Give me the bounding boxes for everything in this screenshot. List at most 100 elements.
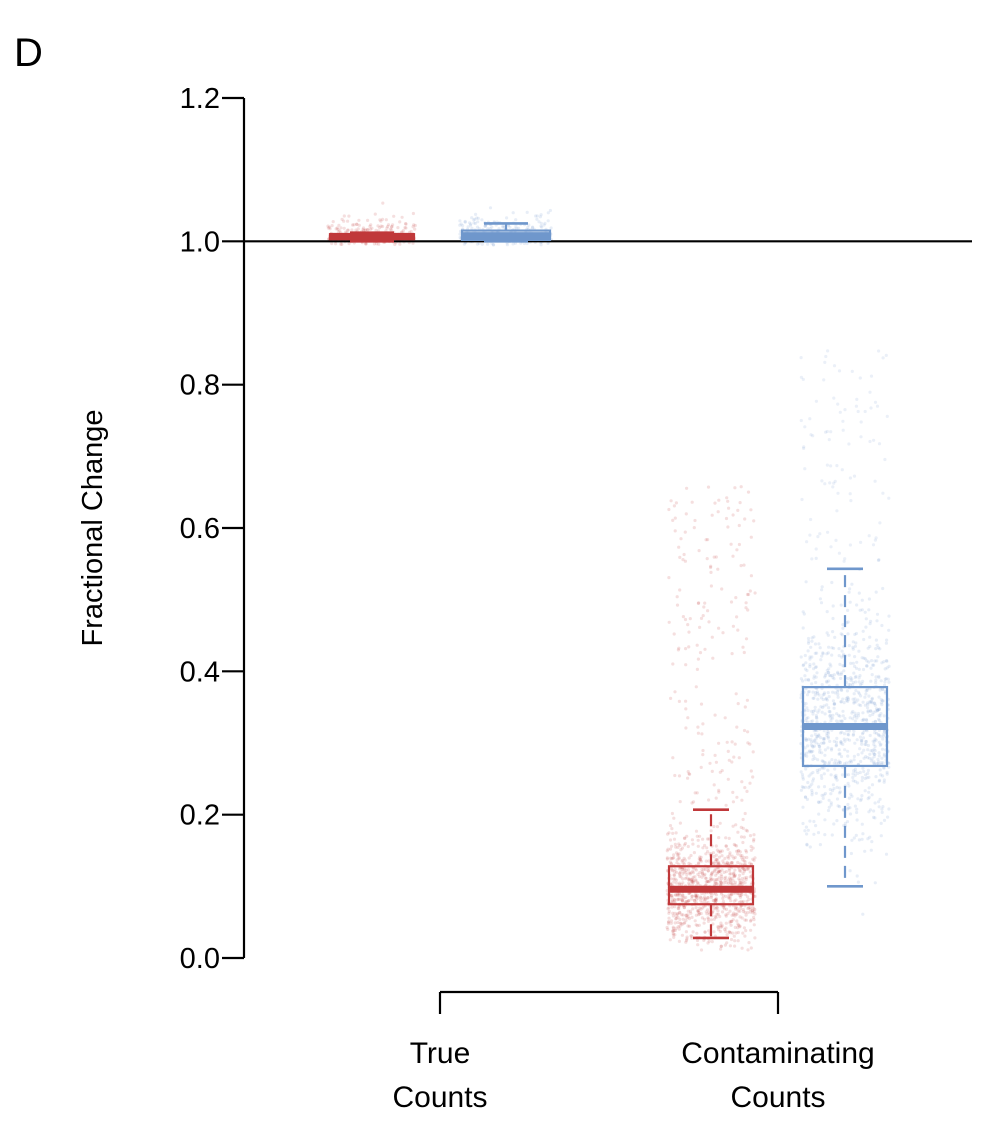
- jitter-point: [846, 677, 850, 681]
- jitter-point: [742, 650, 746, 655]
- jitter-point: [803, 795, 808, 799]
- jitter-point: [736, 939, 740, 943]
- jitter-point: [830, 653, 834, 657]
- jitter-point: [857, 591, 861, 595]
- jitter-point: [682, 906, 687, 910]
- jitter-point: [546, 219, 550, 223]
- jitter-point: [804, 825, 809, 829]
- jitter-point: [815, 734, 819, 739]
- jitter-point: [822, 378, 826, 382]
- jitter-point: [804, 751, 809, 755]
- jitter-point: [694, 894, 698, 898]
- jitter-point: [679, 848, 683, 852]
- jitter-point: [703, 917, 707, 921]
- jitter-point: [749, 535, 753, 539]
- box-red-2: [667, 808, 755, 940]
- jitter-point: [539, 224, 543, 228]
- jitter-point: [803, 425, 807, 429]
- jitter-point: [866, 797, 870, 801]
- jitter-point: [832, 761, 836, 765]
- jitter-point: [831, 783, 836, 787]
- jitter-point: [712, 899, 716, 903]
- jitter-point: [667, 620, 671, 624]
- jitter-point: [865, 688, 869, 692]
- jitter-point: [694, 894, 698, 898]
- jitter-point: [817, 768, 822, 772]
- jitter-point: [851, 709, 855, 714]
- jitter-point: [813, 756, 817, 761]
- jitter-point: [368, 227, 373, 231]
- jitter-point: [880, 807, 884, 811]
- jitter-point: [850, 677, 854, 681]
- jitter-point: [814, 824, 818, 828]
- jitter-point: [351, 223, 355, 227]
- jitter-point: [810, 788, 814, 793]
- jitter-point: [817, 642, 821, 646]
- jitter-point: [742, 563, 746, 567]
- jitter-point: [860, 822, 864, 826]
- jitter-point: [352, 223, 356, 227]
- jitter-point: [711, 909, 715, 913]
- jitter-point: [832, 702, 837, 706]
- jitter-point: [697, 913, 701, 917]
- jitter-point: [835, 712, 839, 716]
- jitter-point: [872, 755, 876, 759]
- jitter-point: [859, 694, 863, 698]
- jitter-point: [346, 228, 350, 232]
- jitter-point: [728, 881, 732, 885]
- jitter-point: [837, 752, 841, 756]
- jitter-point: [699, 616, 704, 621]
- jitter-point: [868, 439, 872, 444]
- jitter-point: [828, 714, 832, 718]
- jitter-point: [721, 894, 725, 898]
- jitter-point: [684, 900, 688, 904]
- jitter-point: [347, 214, 351, 218]
- jitter-point: [380, 217, 385, 221]
- jitter-point: [731, 918, 735, 922]
- jitter-point: [733, 874, 737, 878]
- jitter-point: [670, 905, 674, 909]
- jitter-point: [859, 759, 863, 764]
- jitter-point: [822, 704, 826, 708]
- jitter-point: [681, 881, 685, 885]
- jitter-point: [850, 794, 854, 798]
- jitter-point: [819, 800, 823, 804]
- jitter-point: [738, 853, 743, 858]
- jitter-point: [836, 804, 840, 808]
- jitter-point: [530, 226, 535, 230]
- jitter-point: [871, 543, 876, 547]
- jitter-point: [728, 876, 732, 880]
- jitter-point: [732, 755, 736, 759]
- jitter-point: [734, 844, 739, 848]
- jitter-point: [674, 851, 679, 855]
- jitter-point: [861, 731, 865, 735]
- jitter-point: [706, 896, 710, 900]
- jitter-point: [869, 666, 873, 670]
- jitter-point: [739, 835, 744, 839]
- jitter-point: [825, 703, 829, 707]
- jitter-point: [695, 834, 699, 838]
- jitter-point: [682, 552, 686, 557]
- jitter-point: [721, 899, 726, 904]
- jitter-point: [845, 689, 850, 693]
- jitter-point: [373, 212, 377, 216]
- jitter-point: [735, 919, 739, 923]
- jitter-point: [738, 883, 742, 887]
- jitter-point: [354, 228, 358, 232]
- jitter-point: [881, 805, 885, 809]
- jitter-point: [799, 418, 803, 423]
- jitter-point: [696, 844, 700, 848]
- jitter-point: [828, 713, 833, 717]
- jitter-point: [834, 761, 838, 765]
- jitter-point: [744, 877, 748, 882]
- jitter-point: [832, 787, 836, 791]
- jitter-point: [666, 920, 671, 924]
- jitter-point: [730, 652, 734, 656]
- jitter-point: [396, 226, 400, 230]
- jitter-point: [539, 221, 543, 225]
- jitter-point: [848, 812, 853, 816]
- jitter-point: [363, 228, 367, 232]
- jitter-point: [818, 744, 822, 749]
- jitter-point: [733, 939, 737, 943]
- jitter-point: [877, 558, 881, 562]
